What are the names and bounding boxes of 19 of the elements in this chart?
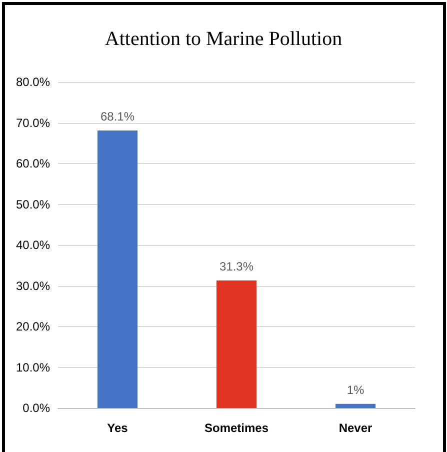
bar (98, 130, 138, 408)
y-tick-label: 40.0% (16, 238, 50, 252)
y-tick-label: 70.0% (16, 116, 50, 130)
x-tick-label: Yes (107, 421, 128, 435)
data-label: 31.3% (219, 259, 254, 274)
bar (216, 280, 256, 408)
y-tick-label: 30.0% (16, 278, 50, 293)
x-tick-label: Never (338, 421, 373, 435)
y-tick-label: 60.0% (16, 156, 50, 170)
bar (336, 404, 376, 408)
y-tick-label: 0.0% (22, 401, 50, 415)
x-tick-label: Sometimes (204, 421, 269, 435)
data-label: 1% (346, 382, 364, 397)
y-tick-label: 50.0% (16, 197, 50, 212)
chart-title: Attention to Marine Pollution (104, 28, 342, 50)
y-tick-label: 10.0% (16, 360, 50, 374)
y-tick-label: 80.0% (16, 75, 50, 89)
data-label: 68.1% (100, 109, 135, 124)
y-tick-label: 20.0% (16, 320, 50, 334)
